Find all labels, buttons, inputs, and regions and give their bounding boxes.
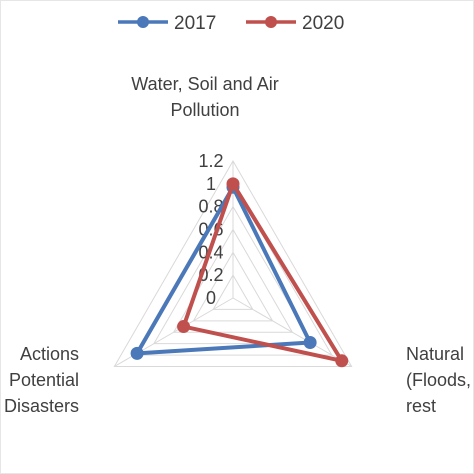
category-label-0-line-0: Water, Soil and Air: [131, 74, 278, 94]
point-2017-2[interactable]: [130, 346, 144, 360]
category-label-1-line-1: (Floods, La: [406, 370, 474, 390]
point-2020-1[interactable]: [335, 354, 349, 368]
tick-label-0: 0: [206, 288, 216, 308]
point-2020-0[interactable]: [226, 177, 240, 191]
category-label-2-line-1: Potential: [9, 370, 79, 390]
category-labels: Water, Soil and Air Pollution Natural (Floo…: [4, 74, 474, 416]
series-2020: [177, 177, 349, 368]
category-label-1: Natural (Floods, La rest: [406, 344, 474, 416]
series-line-2020: [181, 181, 344, 363]
tick-label-6: 1.2: [198, 151, 223, 171]
grid-ring-3: [172, 228, 294, 333]
point-2017-1[interactable]: [303, 336, 317, 350]
axis-spoke-1: [232, 297, 352, 367]
legend-marker-2020: [265, 16, 277, 28]
series-group: [130, 177, 349, 368]
category-label-0-line-1: Pollution: [170, 100, 239, 120]
legend-item-2020[interactable]: 2020: [246, 13, 344, 34]
legend: 2017 2020: [118, 13, 344, 34]
legend-item-2017[interactable]: 2017: [118, 13, 216, 34]
legend-marker-2017: [137, 16, 149, 28]
series-line-2017: [135, 185, 313, 356]
radial-tick-labels: 00.20.40.60.811.2: [198, 151, 223, 308]
grid-ring-1: [212, 274, 254, 310]
category-label-2: Actions Potential Disasters: [4, 344, 79, 416]
category-label-2-line-0: Actions: [20, 344, 79, 364]
grid-ring-4: [153, 205, 313, 345]
legend-label-2020: 2020: [302, 13, 344, 34]
category-label-2-line-2: Disasters: [4, 396, 79, 416]
grid-ring-6: [113, 159, 353, 367]
legend-label-2017: 2017: [174, 13, 216, 34]
category-label-1-line-2: rest: [406, 396, 436, 416]
grid-ring-2: [192, 251, 274, 322]
tick-label-5: 1: [206, 174, 216, 194]
category-label-0: Water, Soil and Air Pollution: [131, 74, 278, 120]
category-label-1-line-0: Natural: [406, 344, 464, 364]
point-2020-2[interactable]: [177, 320, 191, 334]
